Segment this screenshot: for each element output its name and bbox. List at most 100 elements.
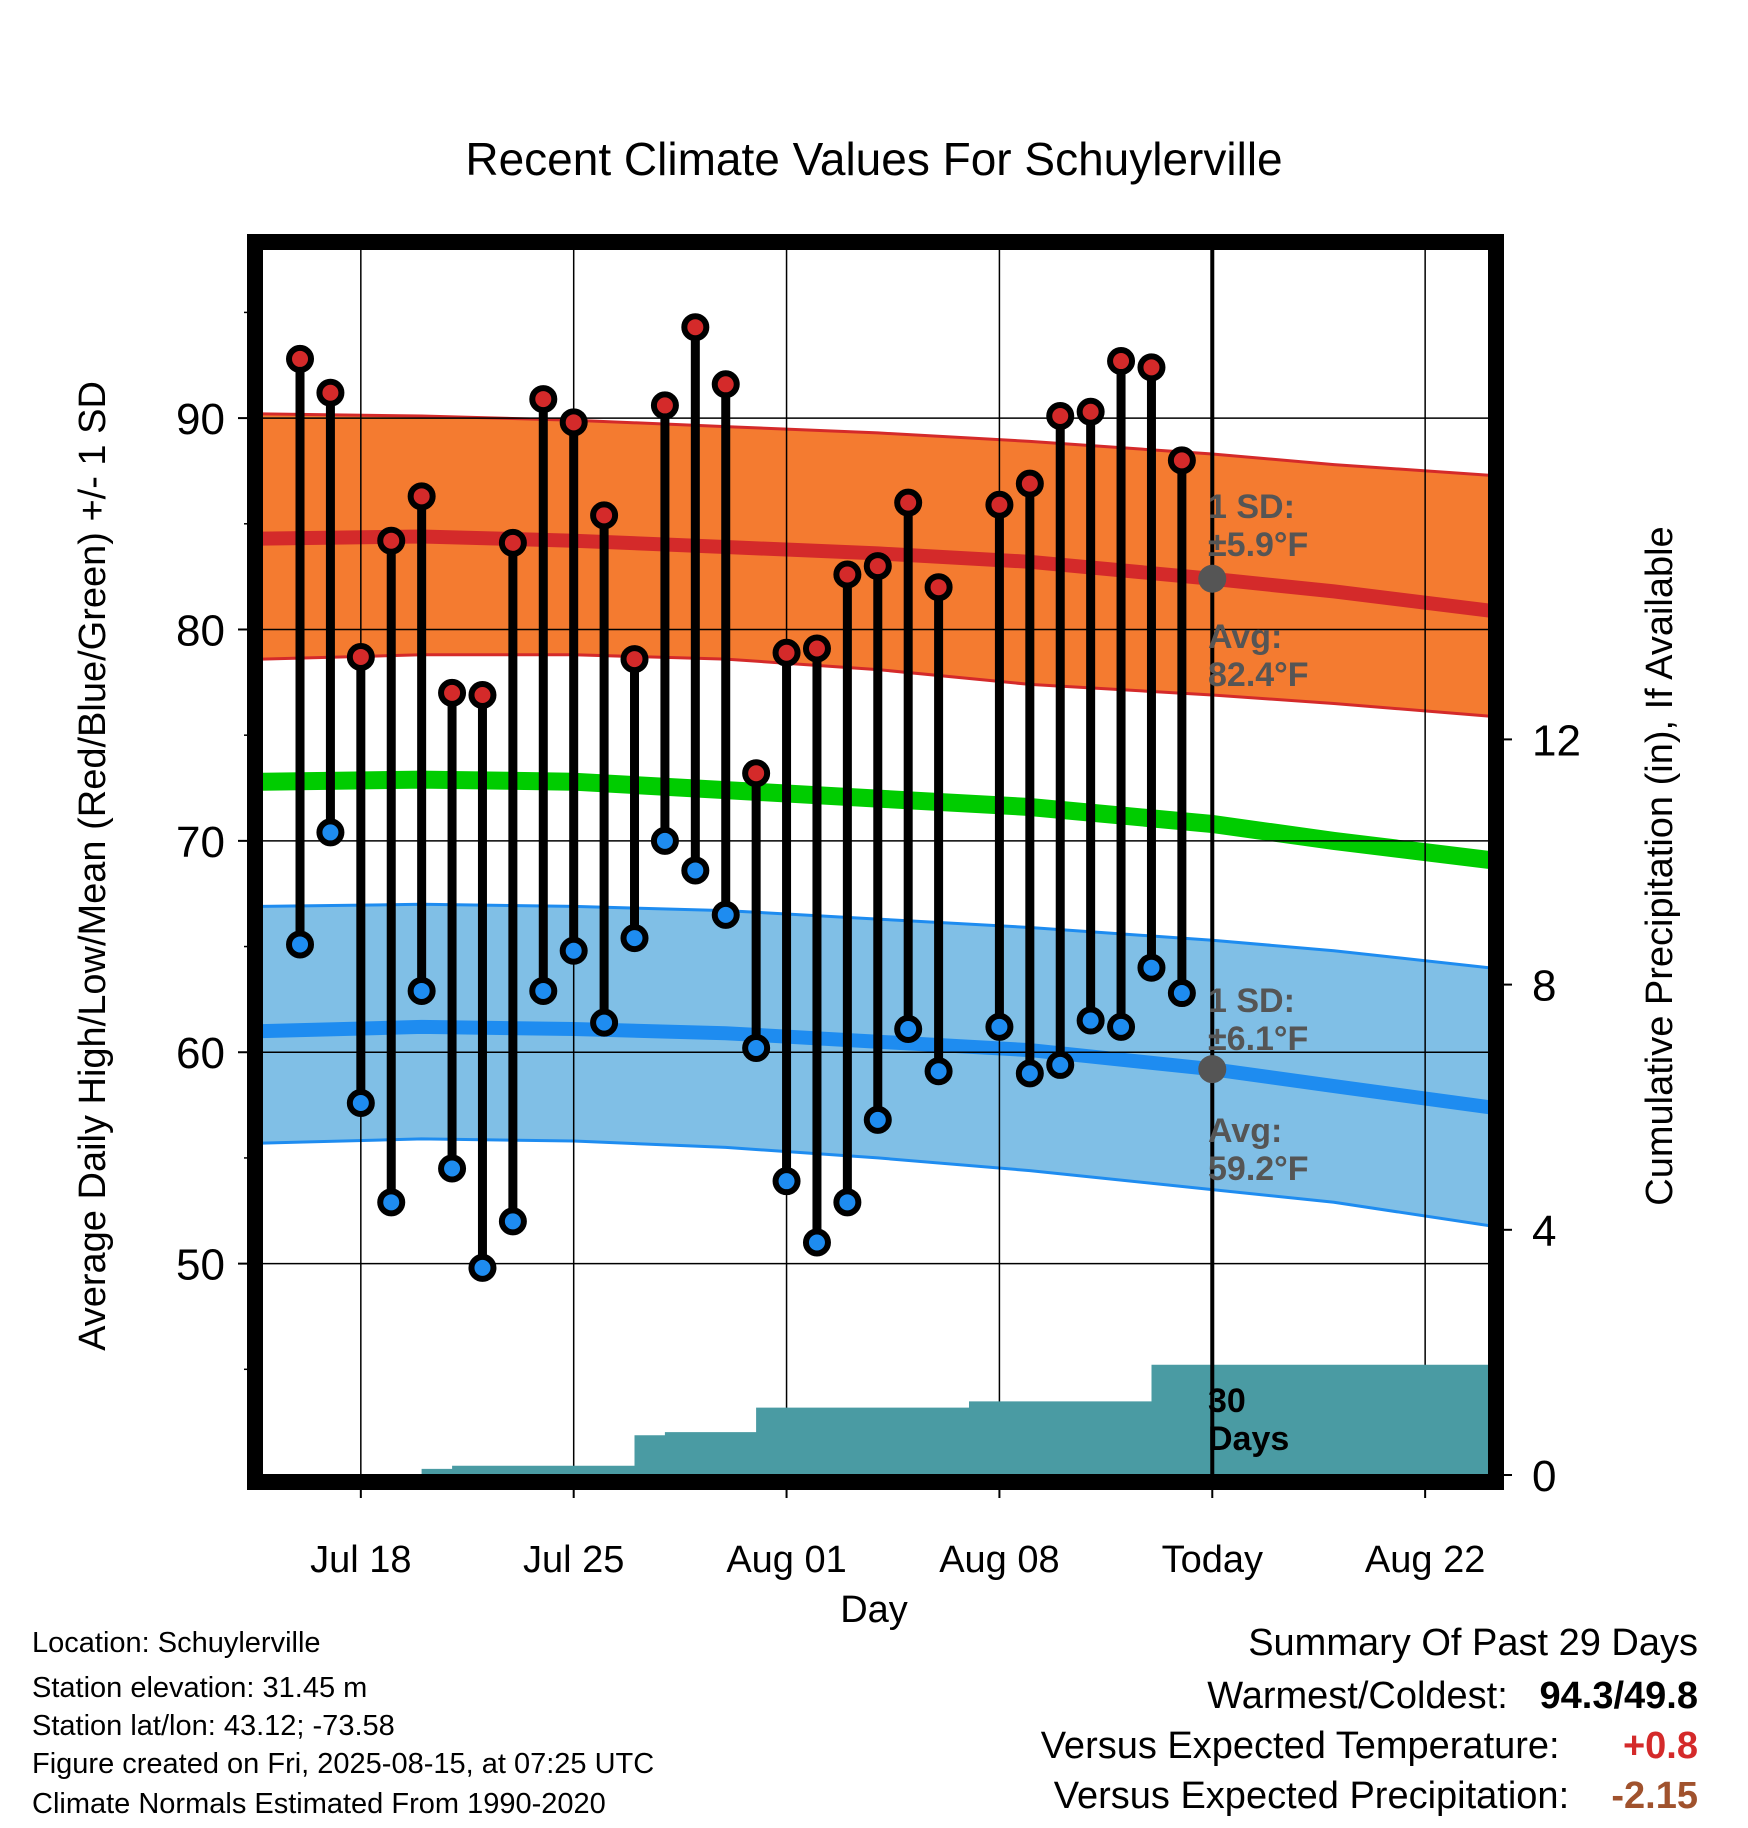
daily-low-marker <box>1137 953 1166 982</box>
plot-frame <box>247 234 1504 1490</box>
info-elevation: Station elevation: 31.45 m <box>32 1672 368 1704</box>
precip-cumulative-area <box>262 1364 1489 1475</box>
daily-low-marker <box>742 1034 771 1063</box>
low-avg-annotation-1: 59.2°F <box>1208 1150 1309 1188</box>
daily-high-marker <box>772 638 801 667</box>
daily-low-marker <box>590 1008 619 1037</box>
x-tick-label: Today <box>1162 1539 1263 1581</box>
daily-low-marker <box>1167 979 1196 1008</box>
daily-high-marker <box>316 378 345 407</box>
daily-low-marker <box>529 976 558 1005</box>
high-sd-annotation-0: 1 SD: <box>1208 488 1295 526</box>
daily-low-marker <box>681 856 710 885</box>
daily-high-marker <box>498 528 527 557</box>
daily-high-marker <box>377 526 406 555</box>
daily-high-marker <box>985 490 1014 519</box>
y2-axis-label: Cumulative Precipitation (in), If Availa… <box>1639 526 1681 1205</box>
info-normals: Climate Normals Estimated From 1990-2020 <box>32 1788 606 1820</box>
summary-warmest-sep: / <box>1613 1675 1625 1717</box>
daily-high-marker <box>559 408 588 437</box>
daily-high-marker <box>894 488 923 517</box>
daily-low-marker <box>468 1253 497 1282</box>
high-sd-annotation-1: ±5.9°F <box>1208 526 1308 564</box>
daily-low-marker <box>286 930 315 959</box>
daily-high-marker <box>1137 353 1166 382</box>
daily-high-marker <box>346 642 375 671</box>
daily-high-marker <box>802 634 831 663</box>
daily-high-marker <box>924 573 953 602</box>
precip-days-annotation-1: Days <box>1208 1420 1289 1458</box>
y-tick-label: 70 <box>176 818 225 867</box>
daily-low-marker <box>650 826 679 855</box>
daily-low-marker <box>924 1057 953 1086</box>
daily-high-marker <box>620 645 649 674</box>
x-tick-label: Aug 22 <box>1365 1539 1485 1581</box>
daily-high-marker <box>742 759 771 788</box>
summary-precip-row: Versus Expected Precipitation: -2.15 <box>1054 1775 1698 1818</box>
today-high-avg-marker <box>1198 564 1227 593</box>
daily-high-marker <box>833 560 862 589</box>
daily-high-marker <box>529 385 558 414</box>
x-tick-label: Jul 25 <box>523 1539 624 1581</box>
daily-high-marker <box>1107 347 1136 376</box>
summary-temp-value: +0.8 <box>1622 1725 1698 1767</box>
summary-warmest-row: Warmest/Coldest: 94.3/49.8 <box>1207 1675 1698 1718</box>
daily-high-marker <box>1076 397 1105 426</box>
today-low-avg-marker <box>1198 1055 1227 1084</box>
daily-low-marker <box>1046 1050 1075 1079</box>
summary-heading: Summary Of Past 29 Days <box>1248 1622 1698 1664</box>
y2-tick-label: 4 <box>1532 1207 1556 1256</box>
summary-temp-row: Versus Expected Temperature: +0.8 <box>1041 1725 1698 1768</box>
high-avg-annotation-0: Avg: <box>1208 618 1282 656</box>
daily-low-marker <box>863 1105 892 1134</box>
daily-high-marker <box>650 391 679 420</box>
daily-high-marker <box>1046 401 1075 430</box>
normal-low-lower-edge <box>262 1137 1489 1228</box>
low-sd-annotation-0: 1 SD: <box>1208 982 1295 1020</box>
y-tick-label: 60 <box>176 1029 225 1078</box>
daily-low-marker <box>1107 1012 1136 1041</box>
y2-tick-label: 0 <box>1532 1452 1556 1501</box>
summary-temp-label: Versus Expected Temperature: <box>1040 1725 1560 1767</box>
daily-high-marker <box>286 344 315 373</box>
summary-precip-label: Versus Expected Precipitation: <box>1053 1775 1570 1817</box>
daily-low-marker <box>894 1014 923 1043</box>
chart-title: Recent Climate Values For Schuylerville <box>465 133 1282 185</box>
daily-high-marker <box>407 482 436 511</box>
summary-warmest-label: Warmest/Coldest: <box>1207 1675 1508 1717</box>
x-tick-label: Jul 18 <box>310 1539 411 1581</box>
daily-low-marker <box>772 1167 801 1196</box>
y-axis-label: Average Daily High/Low/Mean (Red/Blue/Gr… <box>72 381 114 1351</box>
daily-high-marker <box>590 501 619 530</box>
daily-low-marker <box>407 976 436 1005</box>
daily-low-marker <box>498 1207 527 1236</box>
y2-tick-label: 8 <box>1532 962 1556 1011</box>
daily-low-marker <box>559 936 588 965</box>
daily-high-marker <box>1015 469 1044 498</box>
x-tick-label: Aug 08 <box>939 1539 1059 1581</box>
info-latlon: Station lat/lon: 43.12; -73.58 <box>32 1710 395 1742</box>
daily-high-marker <box>863 552 892 581</box>
daily-low-marker <box>1076 1006 1105 1035</box>
y-tick-label: 50 <box>176 1241 225 1290</box>
summary-warmest-high: 94.3 <box>1539 1675 1614 1717</box>
y-tick-label: 90 <box>176 395 225 444</box>
daily-low-marker <box>438 1154 467 1183</box>
daily-low-marker <box>1015 1059 1044 1088</box>
daily-high-marker <box>711 370 740 399</box>
daily-low-marker <box>316 818 345 847</box>
daily-low-marker <box>346 1088 375 1117</box>
daily-high-marker <box>1167 446 1196 475</box>
daily-low-marker <box>377 1188 406 1217</box>
daily-low-marker <box>620 924 649 953</box>
daily-low-marker <box>985 1012 1014 1041</box>
y-tick-label: 80 <box>176 606 225 655</box>
low-avg-annotation-0: Avg: <box>1208 1112 1282 1150</box>
summary-precip-value: -2.15 <box>1611 1775 1698 1817</box>
info-location: Location: Schuylerville <box>32 1627 321 1659</box>
daily-high-marker <box>681 313 710 342</box>
high-avg-annotation-1: 82.4°F <box>1208 656 1309 694</box>
low-sd-annotation-1: ±6.1°F <box>1208 1020 1308 1058</box>
info-created: Figure created on Fri, 2025-08-15, at 07… <box>32 1748 655 1780</box>
